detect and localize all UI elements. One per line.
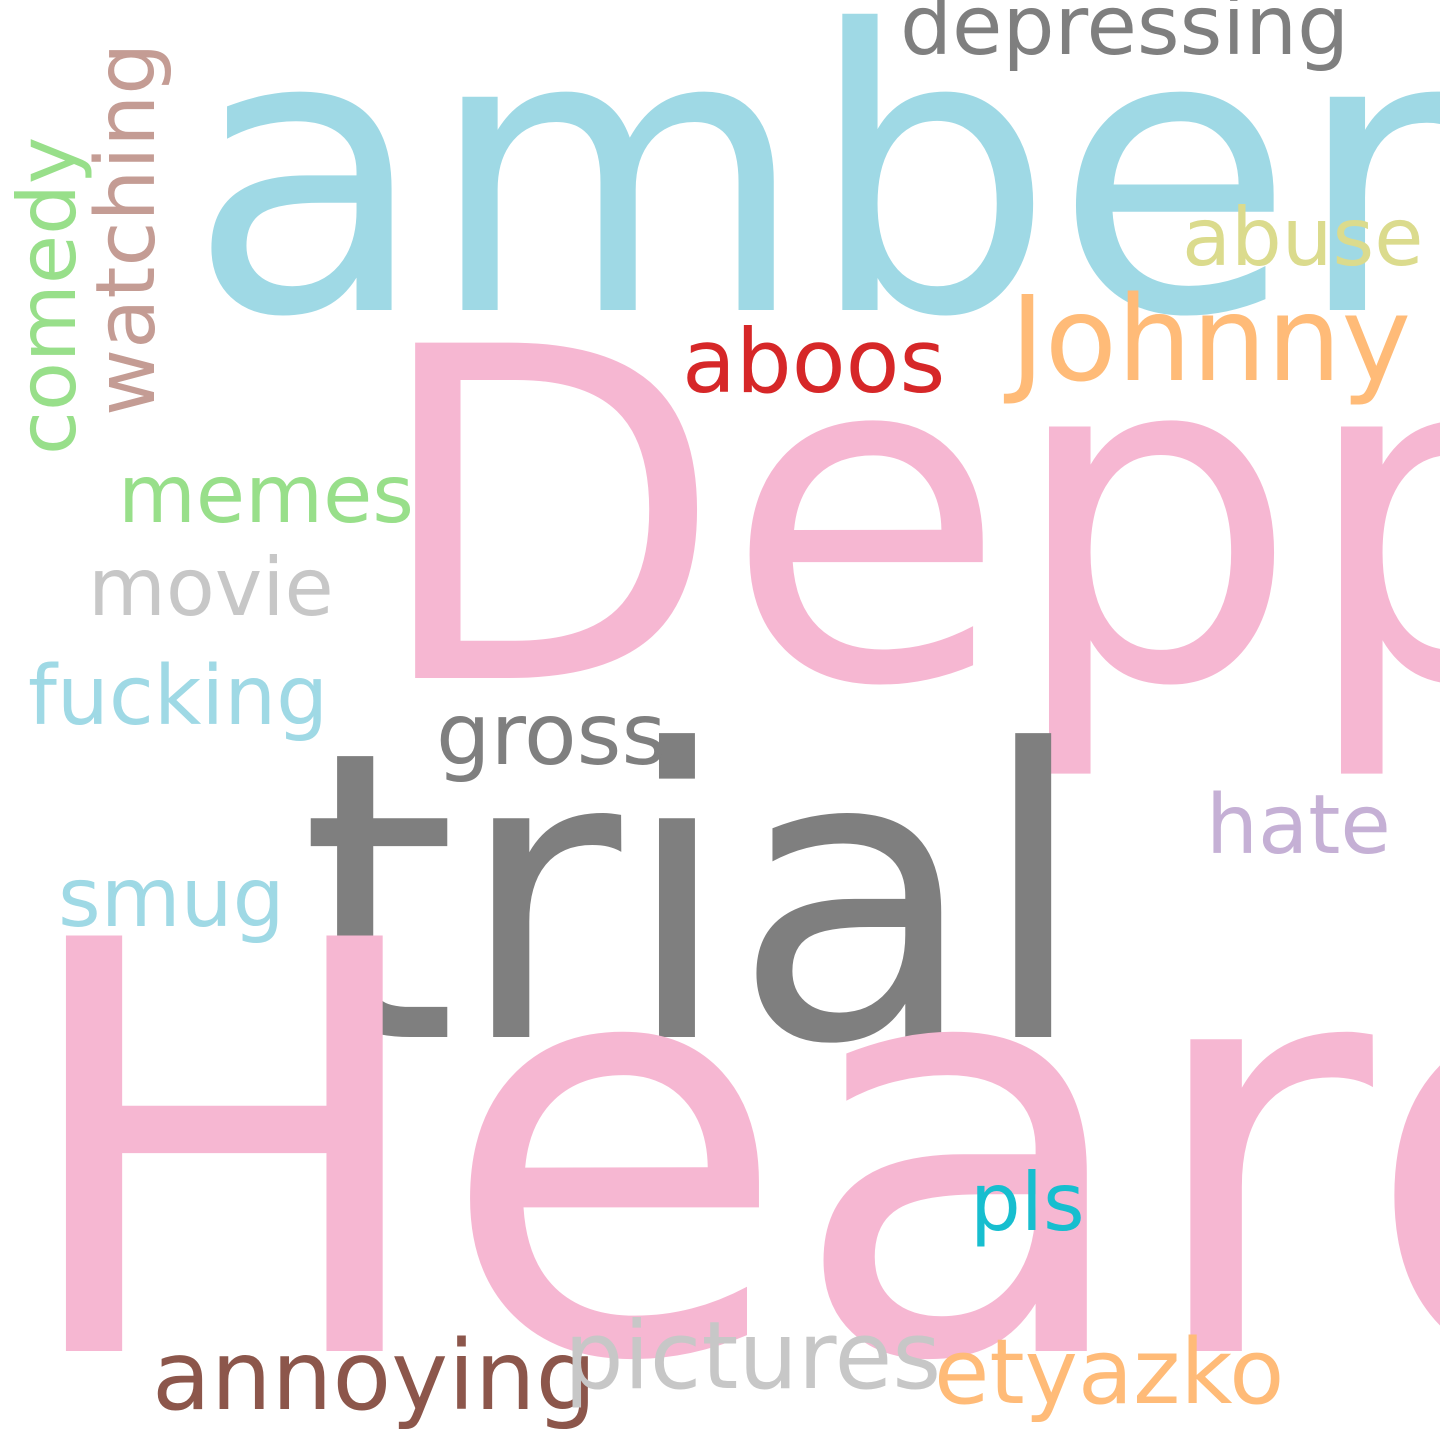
word-pictures: pictures (564, 1302, 942, 1411)
word-trial: trial (300, 667, 1089, 1132)
word-memes: memes (118, 448, 414, 541)
word-etyazko: etyazko (934, 1320, 1285, 1425)
word-pls: pls (970, 1156, 1085, 1249)
word-depp: Depp (370, 252, 1440, 787)
word-comedy: comedy (1, 136, 94, 455)
word-depressing: depressing (900, 0, 1350, 74)
word-movie: movie (88, 541, 334, 634)
word-fucking: fucking (28, 649, 329, 744)
word-amber: amber (188, 0, 1440, 402)
word-johnny: Johnny (1010, 270, 1412, 408)
word-smug: smug (58, 851, 285, 946)
word-watching: watching (79, 42, 174, 416)
word-hate: hate (1206, 778, 1391, 873)
word-heard: Heard (10, 823, 1440, 1440)
word-aboos: aboos (682, 310, 946, 413)
word-abuse: abuse (1182, 191, 1424, 284)
word-gross: gross (436, 685, 667, 785)
word-annoying: annoying (152, 1320, 597, 1432)
